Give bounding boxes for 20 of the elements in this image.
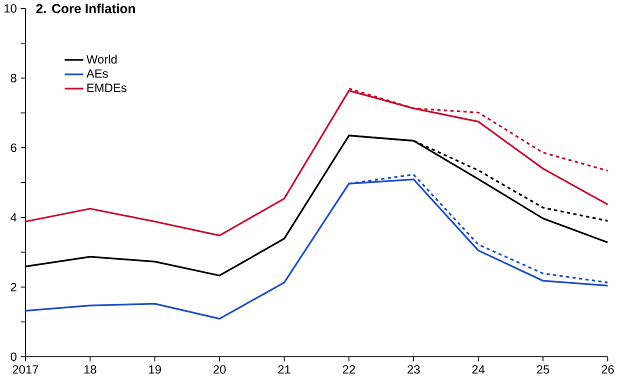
x-tick-label: 21 — [278, 365, 290, 374]
x-tick-label: 22 — [342, 365, 355, 374]
x-tick-label: 19 — [149, 365, 161, 374]
x-tick-label: 18 — [84, 365, 96, 374]
x-tick-label: 23 — [408, 365, 420, 374]
x-tick-label: 25 — [536, 365, 550, 374]
legend-label: World — [86, 54, 117, 64]
x-tick-label: 24 — [472, 365, 485, 374]
legend-label: EMDEs — [87, 84, 126, 92]
y-tick-label: 4 — [10, 213, 17, 222]
y-tick-label: 2 — [10, 282, 16, 292]
legend-label: AEs — [86, 69, 108, 78]
x-tick-label: 2017 — [12, 365, 38, 374]
x-tick-label: 20 — [213, 365, 226, 374]
y-tick-label: 6 — [10, 143, 16, 152]
y-tick-label: 0 — [10, 352, 16, 361]
x-tick-label: 26 — [602, 365, 614, 374]
y-tick-label: 10 — [4, 4, 16, 13]
y-tick-label: 8 — [10, 74, 16, 82]
chart-title: 2. Core Inflation — [36, 3, 135, 14]
